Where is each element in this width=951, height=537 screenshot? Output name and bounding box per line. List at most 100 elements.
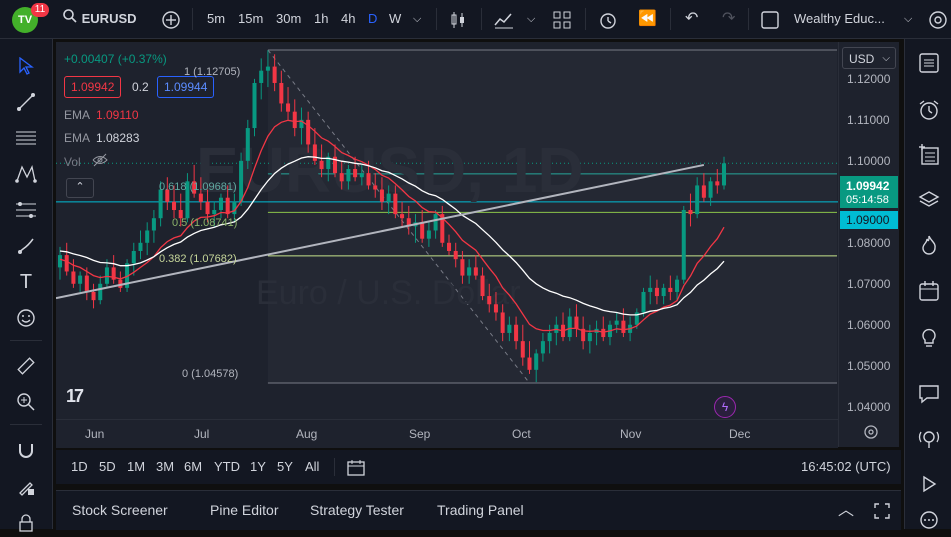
candle-body: [480, 275, 485, 297]
text-icon[interactable]: T: [19, 270, 33, 293]
tab-pine-editor[interactable]: Pine Editor: [210, 502, 279, 518]
ideas-lightbulb-icon[interactable]: [914, 322, 944, 352]
time-label-jul: Jul: [194, 427, 210, 441]
candle-body: [675, 279, 680, 292]
broadcast-icon[interactable]: [914, 424, 944, 454]
zoom-in-icon[interactable]: [12, 388, 40, 416]
cursor-icon[interactable]: [12, 52, 40, 80]
lock-icon[interactable]: [12, 509, 40, 537]
magnet-icon[interactable]: [12, 437, 40, 465]
templates-icon[interactable]: [553, 0, 571, 38]
chevron-up-icon[interactable]: ︿: [838, 502, 855, 519]
range-1m[interactable]: 1M: [127, 459, 146, 474]
chart-pane[interactable]: EURUSD, 1D Euro / U.S. Dollar +0.00407 (+…: [56, 42, 838, 419]
emoji-icon[interactable]: [12, 304, 40, 332]
settings-icon[interactable]: [928, 0, 948, 38]
chevron-down-icon[interactable]: ⌵: [527, 13, 536, 25]
collapse-legend-button[interactable]: ⌃: [66, 178, 94, 198]
chart-settings-icon[interactable]: [863, 424, 879, 445]
range-all[interactable]: All: [305, 459, 320, 474]
candles-icon[interactable]: [449, 0, 467, 38]
compare-add-icon[interactable]: [161, 0, 181, 38]
pattern-icon[interactable]: [12, 160, 40, 188]
horizontal-lines-icon[interactable]: [12, 124, 40, 152]
range-5y[interactable]: 5Y: [277, 459, 293, 474]
more-icon[interactable]: [914, 505, 944, 535]
trend-line-icon[interactable]: [12, 88, 40, 116]
range-1d[interactable]: 1D: [71, 459, 88, 474]
price-tick-label: 1.12000: [847, 71, 891, 86]
interval-d[interactable]: D: [368, 11, 378, 26]
candle-body: [574, 316, 579, 329]
lightning-icon[interactable]: ϟ: [714, 396, 736, 418]
candle-body: [715, 181, 720, 186]
candle-body: [547, 332, 552, 342]
interval-30m[interactable]: 30m: [276, 11, 302, 26]
layers-icon[interactable]: [914, 185, 944, 215]
redo-icon[interactable]: ↷: [722, 10, 736, 27]
brush-icon[interactable]: [12, 232, 40, 260]
interval-w[interactable]: W: [389, 11, 402, 26]
candle-body: [379, 189, 384, 202]
layout-checkbox-icon[interactable]: [761, 0, 779, 38]
eye-hidden-icon[interactable]: [92, 153, 108, 170]
range-6m[interactable]: 6M: [184, 459, 203, 474]
ema-slow-label[interactable]: EMA: [64, 131, 91, 145]
goto-date-icon[interactable]: [346, 450, 366, 484]
volume-label[interactable]: Vol: [64, 155, 81, 169]
alert-icon[interactable]: [598, 0, 618, 38]
candle-body: [708, 181, 713, 198]
tradingview-logo[interactable]: 17: [66, 386, 84, 406]
replay-icon[interactable]: ⏪: [638, 10, 657, 27]
play-icon[interactable]: [914, 469, 944, 499]
ruler-icon[interactable]: [12, 352, 40, 380]
range-ytd[interactable]: YTD: [214, 459, 240, 474]
layout-name[interactable]: Wealthy Educ...: [794, 11, 885, 26]
indicators-icon[interactable]: [494, 0, 514, 38]
bid-box[interactable]: 1.09942: [64, 76, 122, 98]
clock-timezone[interactable]: 16:45:02 (UTC): [801, 459, 891, 474]
interval-5m[interactable]: 5m: [207, 11, 226, 26]
chevron-down-icon[interactable]: ⌵: [904, 13, 913, 25]
symbol-search[interactable]: EURUSD: [62, 0, 137, 38]
interval-1h[interactable]: 1h: [314, 11, 329, 26]
search-icon: [62, 1, 78, 39]
calendar-icon[interactable]: [914, 276, 944, 306]
candle-body: [104, 267, 109, 284]
range-1y[interactable]: 1Y: [250, 459, 266, 474]
candle-body: [534, 353, 539, 370]
range-5d[interactable]: 5D: [99, 459, 116, 474]
undo-icon[interactable]: ↶: [685, 10, 699, 27]
candle-body: [64, 255, 69, 272]
candle-body: [346, 169, 351, 182]
candle-body: [467, 267, 472, 276]
ema-slow-value: 1.08283: [96, 131, 140, 145]
candle-body: [185, 181, 190, 219]
candle-body: [339, 173, 344, 182]
data-window-icon[interactable]: [914, 140, 944, 170]
chat-icon[interactable]: [914, 379, 944, 409]
price-axis[interactable]: USD⌵ 1.12000 1.11000 1.10000 1.09000 1.08000…: [838, 42, 899, 447]
time-axis[interactable]: Jun Jul Aug Sep Oct Nov Dec: [56, 419, 838, 448]
ema-fast-label[interactable]: EMA: [64, 108, 91, 122]
ema-line-2: [59, 156, 725, 316]
tab-stock-screener[interactable]: Stock Screener: [72, 502, 168, 518]
watchlist-icon[interactable]: [914, 48, 944, 78]
tab-strategy-tester[interactable]: Strategy Tester: [310, 502, 404, 518]
fib-tool-icon[interactable]: [12, 196, 40, 224]
interval-15m[interactable]: 15m: [238, 11, 264, 26]
chevron-down-icon[interactable]: ⌵: [413, 13, 422, 25]
ask-box[interactable]: 1.09944: [157, 76, 215, 98]
maximize-icon[interactable]: [874, 491, 890, 530]
hotlist-fire-icon[interactable]: [914, 230, 944, 260]
lock-drawings-icon[interactable]: [12, 473, 40, 501]
alarm-clock-icon[interactable]: [914, 95, 944, 125]
interval-4h[interactable]: 4h: [341, 11, 356, 26]
fib-zone: [267, 49, 837, 384]
candle-body: [433, 214, 438, 231]
range-3m[interactable]: 3M: [156, 459, 175, 474]
currency-select[interactable]: USD ⌵: [842, 47, 896, 69]
tab-trading-panel[interactable]: Trading Panel: [437, 502, 524, 518]
candle-body: [212, 210, 217, 215]
